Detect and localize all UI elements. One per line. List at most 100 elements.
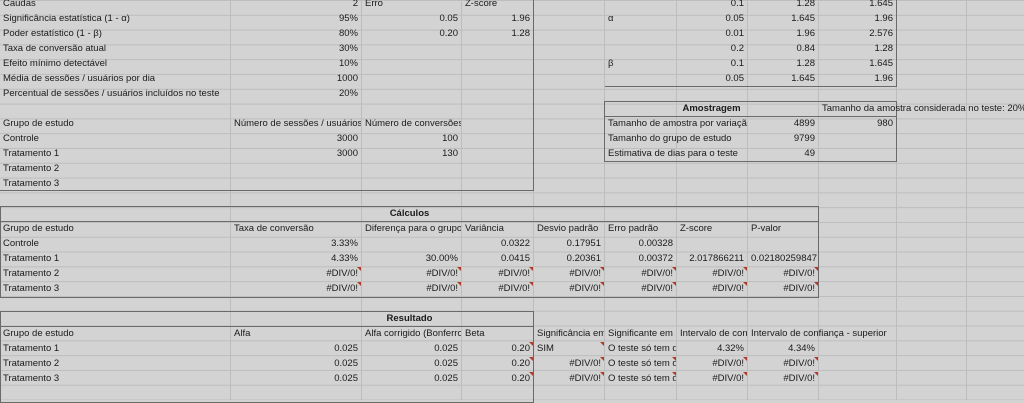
calc-cell[interactable]: #DIV/0!: [426, 283, 458, 294]
calc-cell[interactable]: 0.17951: [566, 238, 601, 249]
res-cell[interactable]: Tratamento 2: [3, 358, 60, 369]
calc-cell[interactable]: #DIV/0!: [426, 268, 458, 279]
calc-cell[interactable]: #DIV/0!: [712, 268, 744, 279]
beta-label[interactable]: β: [608, 58, 614, 69]
res-cell[interactable]: 0.025: [334, 343, 358, 354]
param-value-taxa[interactable]: 30%: [338, 43, 358, 54]
param-label-taxa[interactable]: Taxa de conversão atual: [3, 43, 106, 54]
res-cell[interactable]: #DIV/0!: [569, 373, 601, 384]
calc-cell[interactable]: #DIV/0!: [326, 268, 358, 279]
res-cell[interactable]: 0.025: [334, 358, 358, 369]
param-label-caudas[interactable]: Caudas: [3, 0, 36, 9]
param-value-media[interactable]: 1000: [336, 73, 358, 84]
calc-cell[interactable]: [748, 237, 818, 251]
amostragem-note[interactable]: Tamanho da amostra considerada no teste:…: [822, 103, 1024, 114]
alpha-label[interactable]: α: [608, 13, 614, 24]
calc-cell[interactable]: Tratamento 1: [3, 253, 60, 264]
ztable-cell[interactable]: 1.28: [796, 0, 816, 9]
calc-cell[interactable]: 2.017866211: [689, 253, 744, 264]
erro-alpha[interactable]: 0.05: [439, 13, 459, 24]
calc-cell[interactable]: #DIV/0!: [712, 283, 744, 294]
group-row-name[interactable]: Tratamento 3: [3, 178, 60, 189]
calc-cell[interactable]: 0.0322: [500, 238, 530, 249]
res-cell[interactable]: 0.20: [511, 373, 531, 384]
calc-cell[interactable]: #DIV/0!: [498, 268, 530, 279]
res-cell[interactable]: #DIV/0!: [712, 358, 744, 369]
calc-cell[interactable]: #DIV/0!: [569, 283, 601, 294]
res-cell[interactable]: O teste só tem du: [608, 373, 676, 384]
res-cell[interactable]: 0.025: [434, 358, 458, 369]
calc-cell[interactable]: 3.33%: [331, 238, 358, 249]
res-cell[interactable]: 0.025: [334, 373, 358, 384]
res-cell[interactable]: 0.20: [511, 358, 531, 369]
param-value-poder[interactable]: 80%: [338, 28, 358, 39]
res-cell[interactable]: O teste só tem du: [608, 343, 676, 354]
amostragem-label[interactable]: Estimativa de dias para o teste: [608, 148, 738, 159]
calc-header[interactable]: Z-score: [680, 223, 713, 234]
ztable-cell[interactable]: 1.28: [796, 58, 816, 69]
amostragem-label[interactable]: Tamanho do grupo de estudo: [608, 133, 732, 144]
calc-cell[interactable]: 0.20361: [566, 253, 601, 264]
res-cell[interactable]: O teste só tem du: [608, 358, 676, 369]
group-row-name[interactable]: Tratamento 2: [3, 163, 60, 174]
calc-cell[interactable]: #DIV/0!: [569, 268, 601, 279]
amostragem-value[interactable]: 4899: [793, 118, 815, 129]
ztable-cell[interactable]: 1.645: [869, 0, 893, 9]
ztable-cell[interactable]: 1.96: [796, 28, 816, 39]
res-header[interactable]: Significante em E: [608, 328, 676, 339]
amostragem-label[interactable]: Tamanho de amostra por variação: [608, 118, 747, 129]
ztable-cell[interactable]: 1.645: [791, 73, 815, 84]
res-header[interactable]: Grupo de estudo: [3, 328, 74, 339]
param-value-percentual[interactable]: 20%: [338, 88, 358, 99]
amostragem-title[interactable]: Amostragem: [682, 103, 741, 114]
calc-header[interactable]: Erro padrão: [608, 223, 659, 234]
calc-cell[interactable]: #DIV/0!: [641, 268, 673, 279]
resultado-title[interactable]: Resultado: [386, 313, 433, 324]
ztable-cell[interactable]: 1.645: [791, 13, 815, 24]
calc-cell[interactable]: [362, 237, 461, 251]
amostragem-value[interactable]: 9799: [793, 133, 815, 144]
res-header[interactable]: Intervalo de confiança - superior: [751, 328, 887, 339]
calc-cell[interactable]: #DIV/0!: [783, 283, 815, 294]
ztable-cell[interactable]: 0.01: [725, 28, 745, 39]
ztable-cell[interactable]: 0.84: [796, 43, 816, 54]
calc-cell[interactable]: Tratamento 2: [3, 268, 60, 279]
ztable-cell[interactable]: 1.96: [874, 73, 894, 84]
calc-header[interactable]: P-valor: [751, 223, 782, 234]
param-value-caudas[interactable]: 2: [352, 0, 358, 9]
calc-cell[interactable]: 0.00372: [638, 253, 673, 264]
group-row-conversions[interactable]: 130: [442, 148, 458, 159]
res-cell[interactable]: #DIV/0!: [712, 373, 744, 384]
ztable-cell[interactable]: 1.645: [869, 58, 893, 69]
calc-cell[interactable]: 4.33%: [331, 253, 358, 264]
param-label-poder[interactable]: Poder estatístico (1 - β): [3, 28, 102, 39]
calc-cell[interactable]: [677, 237, 747, 251]
calc-cell[interactable]: 0.02180259847: [751, 253, 818, 264]
group-row-sessions[interactable]: 3000: [336, 148, 358, 159]
calc-cell[interactable]: #DIV/0!: [641, 283, 673, 294]
res-cell[interactable]: 0.20: [511, 343, 531, 354]
ztable-cell[interactable]: 0.1: [730, 0, 744, 9]
groups-header-conversions[interactable]: Número de conversões: [365, 118, 461, 129]
calc-cell[interactable]: #DIV/0!: [498, 283, 530, 294]
res-cell[interactable]: SIM: [537, 343, 554, 354]
group-row-sessions[interactable]: 3000: [336, 133, 358, 144]
param-label-signif[interactable]: Significância estatística (1 - α): [3, 13, 130, 24]
ztable-cell[interactable]: 0.2: [730, 43, 744, 54]
ztable-cell[interactable]: 1.28: [874, 43, 894, 54]
param-label-percentual[interactable]: Percentual de sessões / usuários incluíd…: [3, 88, 220, 99]
calc-cell[interactable]: 0.0415: [500, 253, 530, 264]
z-alpha[interactable]: 1.96: [511, 13, 531, 24]
res-cell[interactable]: 4.34%: [788, 343, 815, 354]
calc-cell[interactable]: Tratamento 3: [3, 283, 60, 294]
res-cell[interactable]: 0.025: [434, 373, 458, 384]
z-beta[interactable]: 1.28: [511, 28, 531, 39]
group-row-conversions[interactable]: 100: [442, 133, 458, 144]
calc-cell[interactable]: 30.00%: [425, 253, 458, 264]
erro-beta[interactable]: 0.20: [439, 28, 459, 39]
res-header[interactable]: Significância em: [537, 328, 604, 339]
amostragem-value[interactable]: 49: [804, 148, 815, 159]
res-cell[interactable]: Tratamento 1: [3, 343, 60, 354]
ztable-cell[interactable]: 1.96: [874, 13, 894, 24]
calc-cell[interactable]: 0.00328: [638, 238, 673, 249]
